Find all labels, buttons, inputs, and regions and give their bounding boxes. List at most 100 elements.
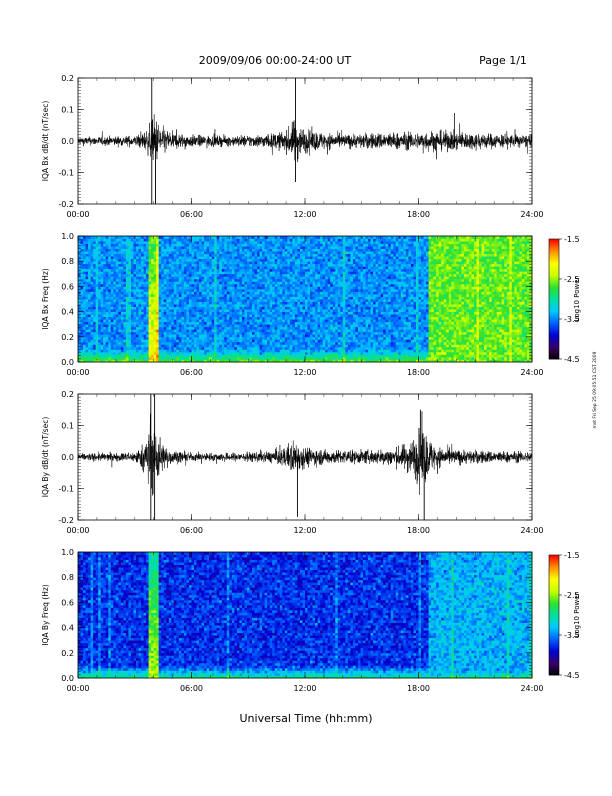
spectrogram-cell	[244, 322, 247, 325]
spectrogram-cell	[255, 296, 258, 299]
spectrogram-cell	[121, 319, 124, 322]
spectrogram-cell	[111, 286, 114, 289]
spectrogram-cell	[227, 256, 230, 259]
spectrogram-cell	[156, 244, 159, 247]
spectrogram-cell	[244, 314, 247, 317]
spectrogram-cell	[237, 286, 240, 289]
spectrogram-cell	[144, 319, 147, 322]
spectrogram-cell	[255, 302, 258, 305]
spectrogram-cell	[282, 274, 285, 277]
spectrogram-cell	[192, 289, 195, 292]
spectrogram-cell	[199, 256, 202, 259]
spectrogram-cell	[126, 307, 129, 310]
spectrogram-cell	[272, 309, 275, 312]
spectrogram-cell	[111, 281, 114, 284]
spectrogram-cell	[169, 344, 172, 347]
spectrogram-cell	[270, 342, 273, 345]
spectrogram-cell	[192, 337, 195, 340]
spectrogram-cell	[302, 251, 305, 254]
spectrogram-cell	[242, 324, 245, 327]
spectrogram-cell	[315, 279, 318, 282]
spectrogram-cell	[103, 271, 106, 274]
spectrogram-cell	[318, 319, 321, 322]
spectrogram-cell	[136, 304, 139, 307]
spectrogram-cell	[186, 251, 189, 254]
spectrogram-cell	[101, 314, 104, 317]
spectrogram-cell	[209, 319, 212, 322]
spectrogram-cell	[207, 329, 210, 332]
spectrogram-cell	[128, 309, 131, 312]
spectrogram-cell	[232, 239, 235, 242]
spectrogram-cell	[146, 256, 149, 259]
spectrogram-cell	[113, 349, 116, 352]
spectrogram-cell	[219, 294, 222, 297]
spectrogram-cell	[260, 289, 263, 292]
spectrogram-cell	[305, 317, 308, 320]
spectrogram-cell	[297, 317, 300, 320]
spectrogram-cell	[78, 354, 81, 357]
spectrogram-cell	[118, 294, 121, 297]
spectrogram-cell	[285, 304, 288, 307]
spectrogram-cell	[212, 266, 215, 269]
spectrogram-cell	[297, 319, 300, 322]
spectrogram-cell	[262, 281, 265, 284]
spectrogram-cell	[207, 332, 210, 335]
spectrogram-cell	[164, 332, 167, 335]
spectrogram-cell	[179, 312, 182, 315]
spectrogram-cell	[290, 254, 293, 257]
spectrogram-cell	[232, 337, 235, 340]
spectrogram-cell	[156, 327, 159, 330]
spectrogram-cell	[181, 269, 184, 272]
spectrogram-cell	[159, 312, 162, 315]
spectrogram-cell	[207, 269, 210, 272]
spectrogram-cell	[144, 291, 147, 294]
spectrogram-cell	[255, 354, 258, 357]
spectrogram-cell	[275, 339, 278, 342]
spectrogram-cell	[262, 286, 265, 289]
spectrogram-cell	[176, 249, 179, 252]
spectrogram-cell	[207, 334, 210, 337]
spectrogram-cell	[315, 264, 318, 267]
spectrogram-cell	[197, 284, 200, 287]
spectrogram-cell	[144, 244, 147, 247]
spectrogram-cell	[313, 339, 316, 342]
spectrogram-cell	[214, 249, 217, 252]
spectrogram-cell	[126, 302, 129, 305]
spectrogram-cell	[237, 241, 240, 244]
spectrogram-cell	[101, 354, 104, 357]
spectrogram-cell	[91, 279, 94, 282]
spectrogram-cell	[121, 244, 124, 247]
spectrogram-cell	[282, 324, 285, 327]
spectrogram-cell	[106, 239, 109, 242]
spectrogram-cell	[156, 349, 159, 352]
spectrogram-cell	[290, 304, 293, 307]
spectrogram-cell	[126, 286, 129, 289]
spectrogram-cell	[141, 304, 144, 307]
spectrogram-cell	[199, 276, 202, 279]
spectrogram-cell	[242, 302, 245, 305]
spectrogram-cell	[282, 307, 285, 310]
spectrogram-cell	[106, 344, 109, 347]
spectrogram-cell	[257, 312, 260, 315]
spectrogram-cell	[234, 236, 237, 239]
spectrogram-cell	[297, 236, 300, 239]
spectrogram-cell	[116, 347, 119, 350]
spectrogram-cell	[262, 317, 265, 320]
spectrogram-cell	[272, 274, 275, 277]
spectrogram-cell	[295, 339, 298, 342]
spectrogram-cell	[192, 352, 195, 355]
spectrogram-cell	[176, 266, 179, 269]
spectrogram-cell	[308, 246, 311, 249]
spectrogram-cell	[121, 281, 124, 284]
spectrogram-cell	[207, 254, 210, 257]
spectrogram-cell	[144, 239, 147, 242]
spectrogram-cell	[171, 259, 174, 262]
spectrogram-cell	[280, 354, 283, 357]
spectrogram-cell	[270, 334, 273, 337]
spectrogram-cell	[118, 324, 121, 327]
spectrogram-cell	[199, 261, 202, 264]
spectrogram-cell	[86, 241, 89, 244]
spectrogram-cell	[204, 291, 207, 294]
spectrogram-cell	[176, 312, 179, 315]
spectrogram-cell	[275, 324, 278, 327]
